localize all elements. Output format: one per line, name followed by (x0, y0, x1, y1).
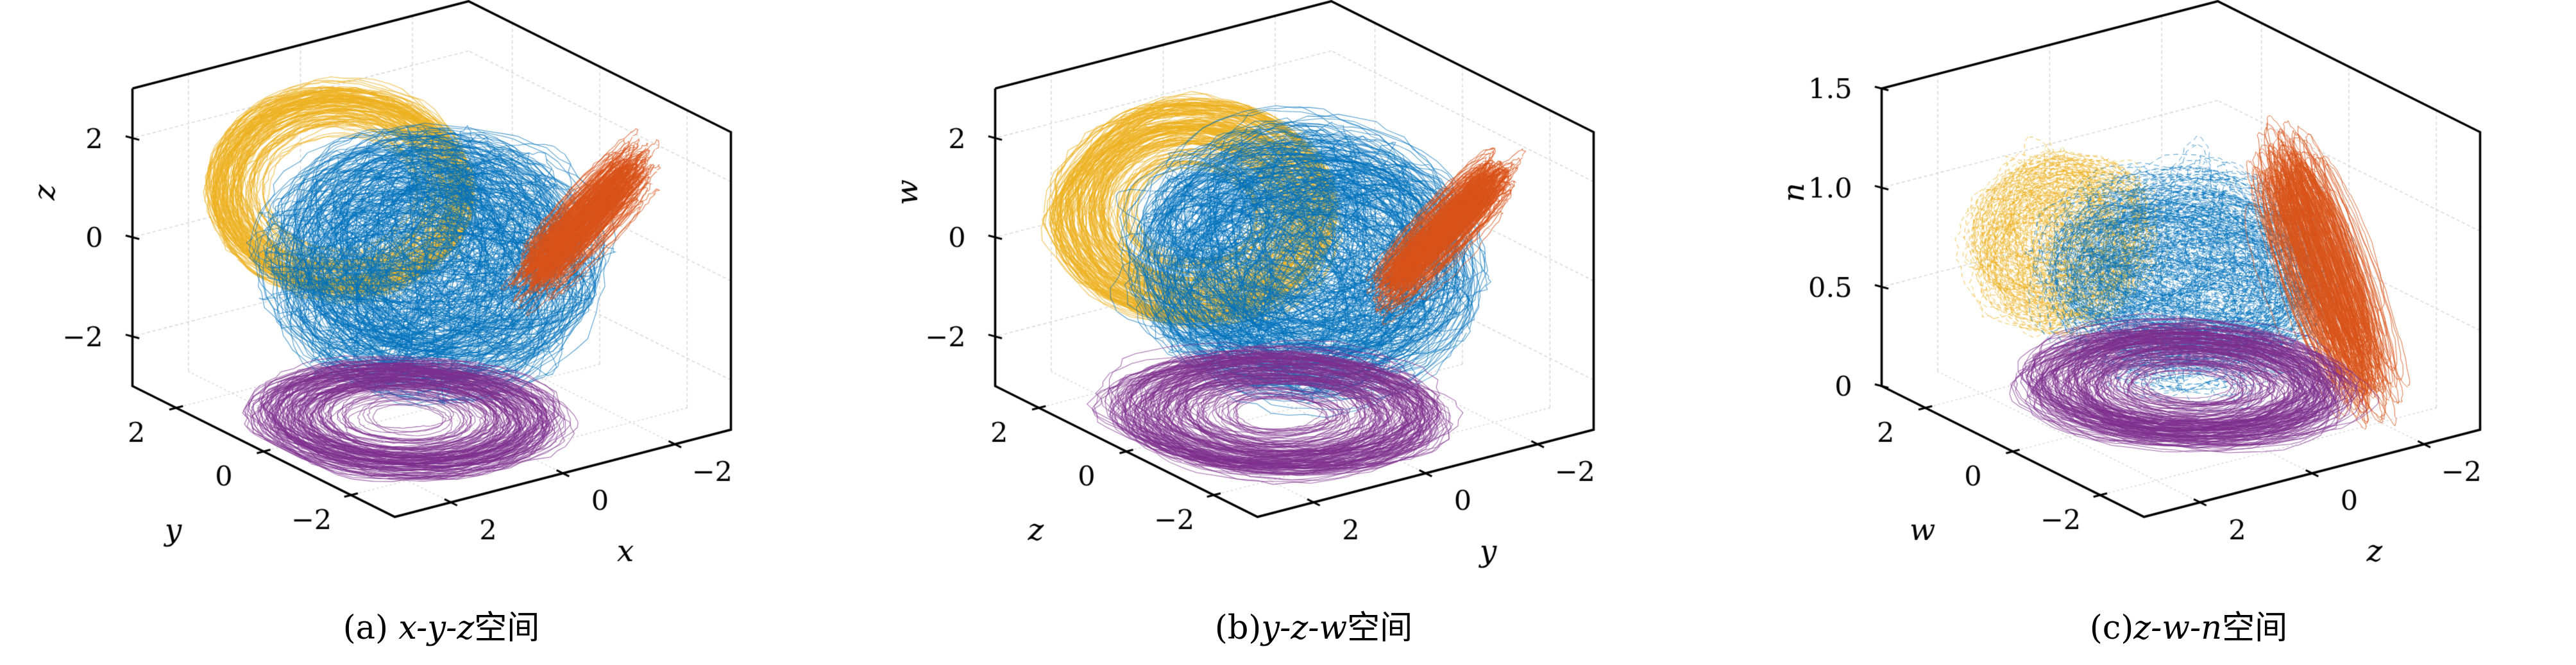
caption-b-variables: y-z-w (1261, 609, 1348, 647)
caption-a-suffix: 空间 (474, 609, 540, 647)
caption-b-suffix: 空间 (1347, 609, 1413, 647)
caption-a-index: (a) (343, 609, 399, 647)
caption-a-variables: x-y-z (398, 609, 475, 647)
caption-c-index: (c) (2089, 609, 2134, 647)
caption-panel-b: (b)y-z-w空间 (1215, 610, 1412, 646)
caption-c-suffix: 空间 (2222, 609, 2288, 647)
caption-c-variables: z-w-n (2133, 609, 2223, 647)
caption-b-index: (b) (1214, 609, 1262, 647)
caption-panel-a: (a) x-y-z空间 (343, 610, 539, 646)
caption-panel-c: (c)z-w-n空间 (2090, 610, 2287, 646)
